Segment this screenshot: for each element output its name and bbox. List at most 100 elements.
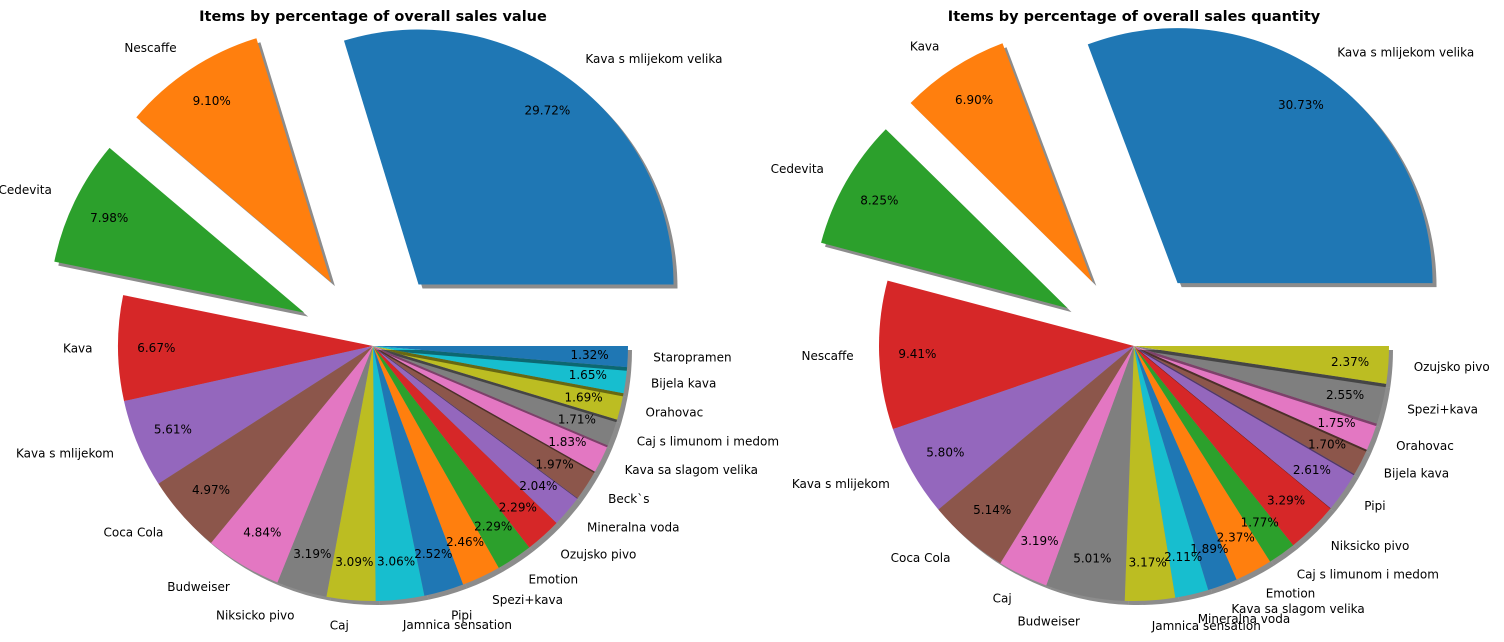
pie-slice-jamnica-sensation [373, 346, 425, 601]
pie-labels: 30.73% Kava s mlijekom velika 6.90% Kava 8.2… [771, 40, 1490, 633]
pct-label-ozujsko-pivo: 2.37% [1331, 355, 1369, 369]
slice-label-niksicko-pivo: Niksicko pivo [216, 608, 295, 622]
pct-label-spezi-kava: 2.46% [446, 535, 484, 549]
pct-label-cedevita: 8.25% [860, 194, 898, 208]
slice-label-mineralna-voda: Mineralna voda [1198, 612, 1290, 626]
pct-label-emotion: 2.29% [474, 519, 512, 533]
slice-label-orahovac: Orahovac [1396, 439, 1454, 453]
pct-label-emotion: 2.37% [1217, 530, 1255, 544]
slice-label-caj: Caj [330, 619, 349, 633]
pct-label-kava-s-mlijekom: 5.80% [926, 446, 964, 460]
slice-label-beck-s: Beck`s [608, 492, 649, 506]
slice-label-kava: Kava [63, 341, 92, 355]
slice-label-spezi-kava: Spezi+kava [1407, 403, 1478, 417]
pct-label-pipi: 2.61% [1293, 463, 1331, 477]
slice-label-jamnica-sensation: Jamnica sensation [1151, 619, 1261, 633]
slice-label-kava-s-mlijekom: Kava s mlijekom [792, 477, 890, 491]
slice-label-pipi: Pipi [451, 608, 472, 622]
pct-label-bijela-kava: 1.70% [1308, 438, 1346, 452]
slice-label-bijela-kava: Bijela kava [651, 377, 716, 391]
slice-label-caj-s-limunom-i-medom: Caj s limunom i medom [637, 434, 779, 448]
slice-label-coca-cola: Coca Cola [103, 525, 163, 539]
pct-label-budweiser: 4.84% [243, 525, 281, 539]
pie-slice-kava-sa-slagom-velika [373, 346, 608, 472]
pie-slice-mineralna-voda [373, 346, 578, 523]
pie-slice-cedevita [54, 147, 305, 313]
pie-slices [54, 29, 678, 606]
pct-label-cedevita: 7.98% [90, 211, 128, 225]
slice-label-bijela-kava: Bijela kava [1384, 467, 1449, 481]
pct-label-jamnica-sensation: 3.06% [377, 555, 415, 569]
pie-slice-niksicko-pivo [1134, 346, 1331, 546]
pie-slice-budweiser [1046, 346, 1134, 601]
pie-slice-orahovac [373, 346, 624, 420]
pct-label-kava-s-mlijekom-velika: 29.72% [525, 103, 571, 117]
slice-label-caj: Caj [993, 591, 1012, 605]
pie-slice-nescaffe [879, 280, 1134, 430]
slice-label-cedevita: Cedevita [0, 183, 52, 197]
pct-label-mineralna-voda: 2.11% [1164, 550, 1202, 564]
slice-label-kava-s-mlijekom-velika: Kava s mlijekom velika [1337, 46, 1474, 60]
pie-slice-beck-s [373, 346, 595, 499]
slice-shadow-bijela-kava [377, 350, 632, 398]
pct-label-spezi-kava: 2.55% [1326, 388, 1364, 402]
pie-slice-mineralna-voda [1134, 346, 1209, 598]
slice-label-ozujsko-pivo: Ozujsko pivo [1414, 360, 1490, 374]
pct-label-jamnica-sensation: 3.17% [1129, 555, 1167, 569]
slice-label-nescaffe: Nescaffe [801, 349, 853, 363]
pie-slice-bijela-kava [373, 346, 628, 394]
pct-label-kava: 6.90% [955, 93, 993, 107]
pie-slice-caj [1000, 346, 1134, 586]
sales-value-pie-chart: Items by percentage of overall sales val… [0, 9, 779, 633]
pie-slice-kava [118, 295, 373, 402]
slice-shadow-orahovac [377, 350, 628, 424]
pct-label-ozujsko-pivo: 2.29% [499, 500, 537, 514]
pie-slices [821, 28, 1437, 605]
pie-slice-pipi [373, 346, 464, 596]
pct-label-kava-sa-slagom-velika: 1.83% [548, 435, 586, 449]
slice-label-spezi-kava: Spezi+kava [492, 593, 563, 607]
pie-slice-coca-cola [158, 346, 373, 543]
pct-label-caj-s-limunom-i-medom: 1.77% [1241, 516, 1279, 530]
chart-title: Items by percentage of overall sales val… [199, 9, 547, 25]
pct-label-orahovac: 1.69% [565, 391, 603, 405]
pie-slice-emotion [373, 346, 530, 568]
pie-slice-pipi [1134, 346, 1355, 509]
pct-label-coca-cola: 4.97% [192, 483, 230, 497]
pct-label-caj: 3.09% [335, 555, 373, 569]
pie-slice-caj [326, 346, 376, 602]
pct-label-bijela-kava: 1.65% [569, 368, 607, 382]
slice-label-staropramen: Staropramen [653, 351, 731, 365]
pie-slice-spezi-kava [373, 346, 499, 585]
pie-slice-orahovac [1134, 346, 1377, 450]
pct-label-beck-s: 1.97% [536, 457, 574, 471]
slice-shadow-spezi-kava [1138, 350, 1391, 428]
pct-label-kava: 6.67% [137, 341, 175, 355]
slice-label-nescaffe: Nescaffe [124, 41, 176, 55]
pie-slice-caj-s-limunom-i-medom [1134, 346, 1294, 562]
slice-label-kava-sa-slagom-velika: Kava sa slagom velika [1231, 602, 1364, 616]
pie-slice-coca-cola [938, 346, 1134, 564]
pie-labels: 29.72% Kava s mlijekom velika 9.10% Nescaff… [0, 41, 779, 633]
slice-label-kava-s-mlijekom-velika: Kava s mlijekom velika [585, 52, 722, 66]
pie-slice-kava [910, 43, 1093, 282]
slice-label-kava: Kava [910, 40, 939, 54]
slice-label-jamnica-sensation: Jamnica sensation [402, 618, 512, 632]
pct-label-kava-s-mlijekom: 5.61% [154, 422, 192, 436]
pie-slice-nescaffe [136, 38, 331, 283]
slice-label-orahovac: Orahovac [646, 406, 704, 420]
pct-label-caj: 3.19% [1020, 534, 1058, 548]
pct-label-pipi: 2.52% [414, 547, 452, 561]
pct-label-budweiser: 5.01% [1073, 552, 1111, 566]
pie-slice-kava-s-mlijekom [124, 346, 373, 484]
pie-slice-emotion [1134, 346, 1271, 580]
pie-slice-spezi-kava [1134, 346, 1387, 424]
pie-slice-caj-s-limunom-i-medom [373, 346, 618, 446]
pie-slice-cedevita [821, 129, 1068, 309]
pie-slice-ozujsko-pivo [373, 346, 557, 548]
pie-slice-ozujsko-pivo [1134, 346, 1389, 384]
pct-label-mineralna-voda: 2.04% [519, 479, 557, 493]
slice-label-kava-s-mlijekom: Kava s mlijekom [16, 447, 114, 461]
slice-label-niksicko-pivo: Niksicko pivo [1331, 539, 1410, 553]
